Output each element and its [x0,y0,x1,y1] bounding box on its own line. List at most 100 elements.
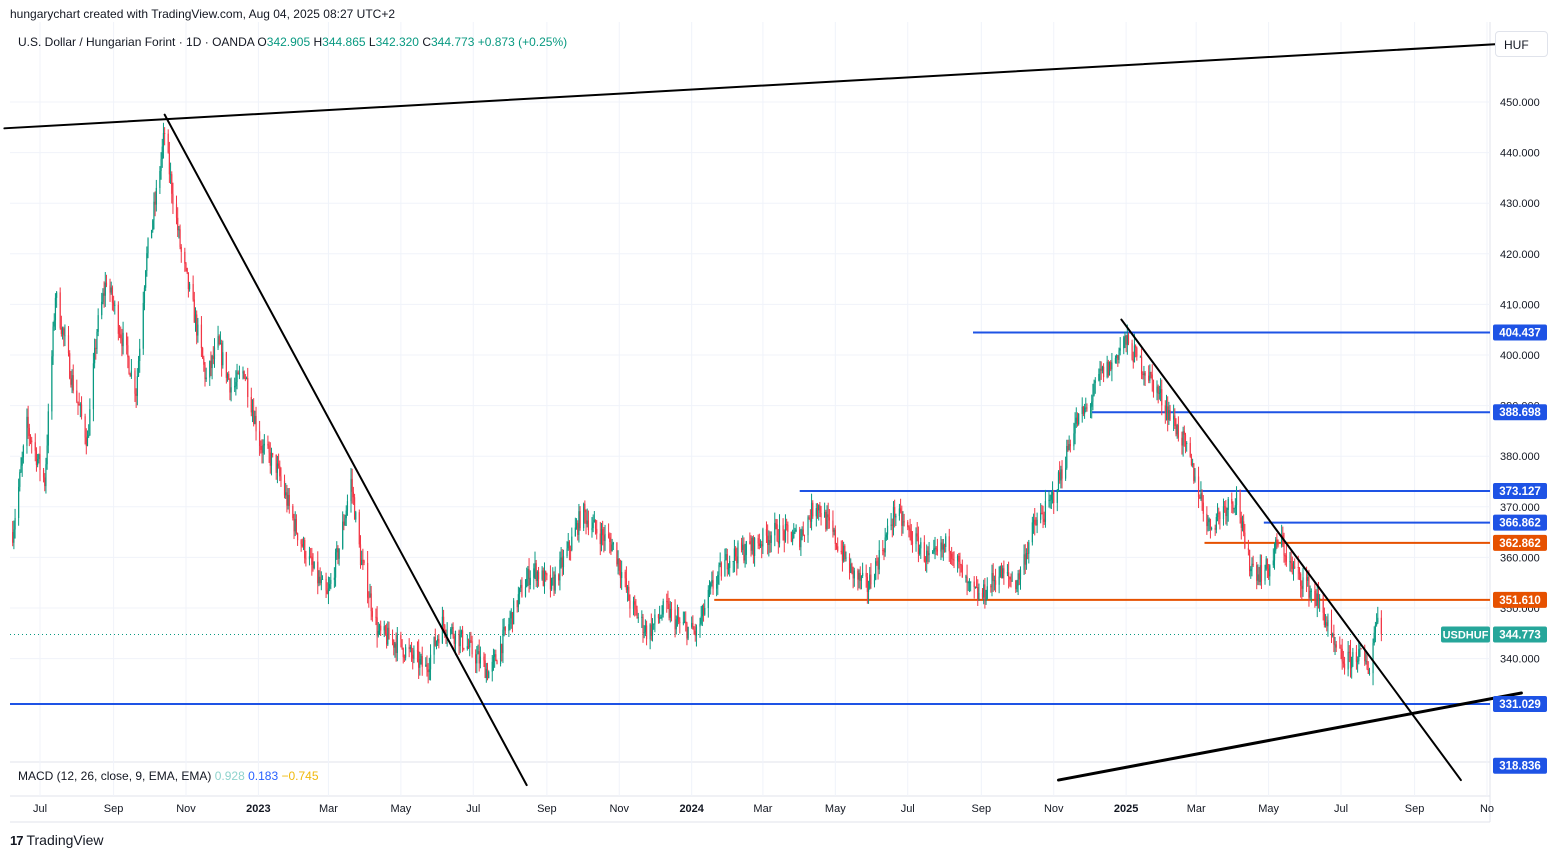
candle-body [786,524,788,526]
candle-body [920,542,922,549]
candle-body [537,571,540,580]
candle-body [812,502,814,517]
candle-body [753,538,756,556]
close-value: 344.773 [431,35,475,49]
candle-body [56,292,58,298]
change-value: +0.873 (+0.25%) [477,35,568,49]
candle-body [612,542,614,545]
candle-body [1281,535,1283,546]
x-tick-label: May [390,803,411,815]
tradingview-brand[interactable]: 17 TradingView [10,832,104,848]
candle-body [1365,660,1367,662]
candle-body [943,544,946,547]
candle-body [1373,632,1375,644]
candle-body [471,641,473,655]
candle-body [1164,405,1166,414]
candle-body [242,371,244,374]
candle-body [637,617,639,619]
candle-body [1218,512,1220,514]
candle-body [809,518,811,522]
candle-body [1367,668,1369,675]
candle-body [526,578,528,588]
candle-body [67,335,70,354]
candle-body [724,559,726,577]
candle-body [1264,569,1266,581]
candle-body [217,336,219,348]
candle-body [177,217,179,231]
candle-body [466,646,468,649]
candle-body [196,314,198,336]
candle-body [1069,444,1071,447]
candle-body [1018,573,1020,580]
candle-body [1006,572,1009,574]
x-tick-label: Nov [609,803,629,815]
candle-body [1258,574,1260,582]
candle-body [428,669,430,673]
candle-body [400,635,402,640]
candle-body [344,518,346,526]
candle-body [942,544,944,550]
candle-body [848,557,851,573]
candle-body [159,171,161,188]
candle-body [61,328,64,334]
candle-body [433,637,435,655]
candle-body [150,229,153,239]
candle-body [96,331,98,349]
candle-body [1099,368,1101,375]
candle-body [1216,512,1219,518]
candle-body [877,562,879,570]
candle-body [503,626,505,630]
candle-body [302,540,305,547]
candle-body [1272,560,1274,566]
candle-body [478,651,480,664]
candle-body [1364,648,1366,661]
candle-body [1194,476,1196,481]
y-tick-label: 370.000 [1500,502,1540,514]
candle-body [143,287,146,303]
candle-body [333,577,335,580]
candle-body [960,564,962,566]
candle-body [967,582,969,584]
candle-body [621,572,623,579]
candle-body [521,584,523,597]
candle-body [1215,517,1217,530]
candle-body [54,297,57,321]
candle-body [1240,517,1242,528]
candle-body [985,598,987,601]
candle-body [584,503,586,513]
candle-body [799,529,801,548]
candle-body [384,626,387,634]
candle-body [649,624,651,640]
candle-body [369,593,371,598]
candle-body [857,570,859,580]
candle-body [270,453,273,466]
candle-body [136,376,138,396]
candle-body [1235,492,1238,506]
candle-body [662,601,664,615]
candle-body [250,397,252,413]
candle-body [726,554,728,570]
candle-body [800,537,802,548]
candle-body [775,522,777,525]
candle-body [1298,567,1301,574]
candle-body [1342,661,1344,664]
candle-body [1050,494,1052,500]
candle-body [508,624,510,631]
candle-body [645,625,648,640]
candle-body [787,524,789,532]
candle-body [742,544,744,550]
candle-body [387,627,389,645]
candle-body [1100,368,1102,371]
candle-body [259,431,261,446]
candle-body [427,669,429,673]
candle-body [437,638,439,642]
candle-body [827,514,829,518]
candle-body [237,372,239,374]
candle-body [510,612,512,619]
candle-body [1159,389,1162,393]
currency-button[interactable]: HUF [1495,31,1548,57]
candle-body [636,609,638,619]
chart-grid [10,22,1491,823]
candle-body [928,553,930,556]
